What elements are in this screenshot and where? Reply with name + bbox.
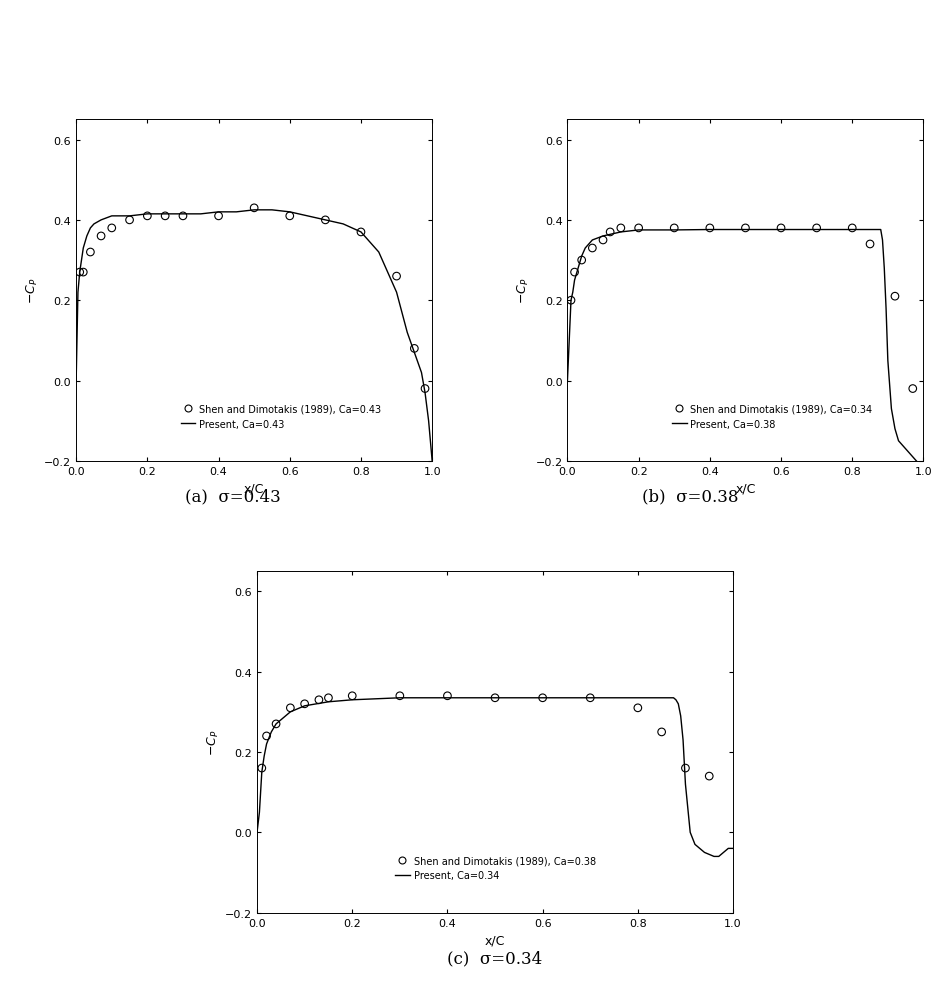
Point — [353, 225, 368, 241]
Point — [140, 209, 155, 225]
Point — [631, 221, 646, 237]
Point — [613, 221, 628, 237]
Point — [678, 760, 693, 776]
Point — [318, 213, 333, 229]
Point — [407, 341, 422, 357]
Point — [283, 700, 298, 716]
Point — [392, 688, 407, 704]
Point — [211, 209, 227, 225]
Point — [809, 221, 824, 237]
Point — [887, 289, 902, 305]
Point — [702, 768, 717, 784]
Legend: Shen and Dimotakis (1989), Ca=0.43, Present, Ca=0.43: Shen and Dimotakis (1989), Ca=0.43, Pres… — [181, 404, 382, 429]
Y-axis label: $-C_P$: $-C_P$ — [206, 729, 221, 755]
Point — [630, 700, 645, 716]
Point — [259, 728, 274, 744]
Legend: Shen and Dimotakis (1989), Ca=0.34, Present, Ca=0.38: Shen and Dimotakis (1989), Ca=0.34, Pres… — [672, 404, 873, 429]
Point — [905, 381, 921, 397]
Text: (c)  σ=0.34: (c) σ=0.34 — [447, 950, 543, 966]
Point — [844, 221, 860, 237]
Point — [567, 265, 583, 281]
Point — [254, 760, 269, 776]
Point — [564, 293, 579, 309]
Point — [247, 201, 262, 217]
Point — [440, 688, 455, 704]
Point — [122, 213, 137, 229]
Point — [666, 221, 682, 237]
X-axis label: x/C: x/C — [735, 481, 756, 494]
Point — [93, 229, 109, 245]
Point — [321, 690, 336, 706]
Point — [535, 690, 550, 706]
X-axis label: x/C: x/C — [485, 933, 506, 946]
Point — [297, 696, 312, 712]
Point — [574, 253, 589, 269]
Point — [738, 221, 753, 237]
Point — [345, 688, 360, 704]
Point — [311, 692, 327, 708]
Point — [773, 221, 788, 237]
X-axis label: x/C: x/C — [244, 481, 265, 494]
Point — [157, 209, 172, 225]
Point — [703, 221, 718, 237]
Point — [282, 209, 297, 225]
Point — [389, 269, 405, 285]
Point — [75, 265, 90, 281]
Point — [603, 225, 618, 241]
Point — [487, 690, 503, 706]
Point — [595, 233, 610, 249]
Point — [72, 265, 88, 281]
Point — [863, 237, 878, 253]
Point — [417, 381, 432, 397]
Point — [175, 209, 190, 225]
Text: (b)  σ=0.38: (b) σ=0.38 — [642, 488, 739, 505]
Legend: Shen and Dimotakis (1989), Ca=0.38, Present, Ca=0.34: Shen and Dimotakis (1989), Ca=0.38, Pres… — [395, 856, 596, 881]
Point — [268, 716, 284, 732]
Point — [654, 724, 669, 740]
Point — [104, 221, 119, 237]
Point — [583, 690, 598, 706]
Point — [585, 241, 600, 257]
Text: (a)  σ=0.43: (a) σ=0.43 — [186, 488, 281, 505]
Y-axis label: $-C_P$: $-C_P$ — [25, 278, 40, 304]
Y-axis label: $-C_P$: $-C_P$ — [516, 278, 531, 304]
Point — [83, 245, 98, 261]
